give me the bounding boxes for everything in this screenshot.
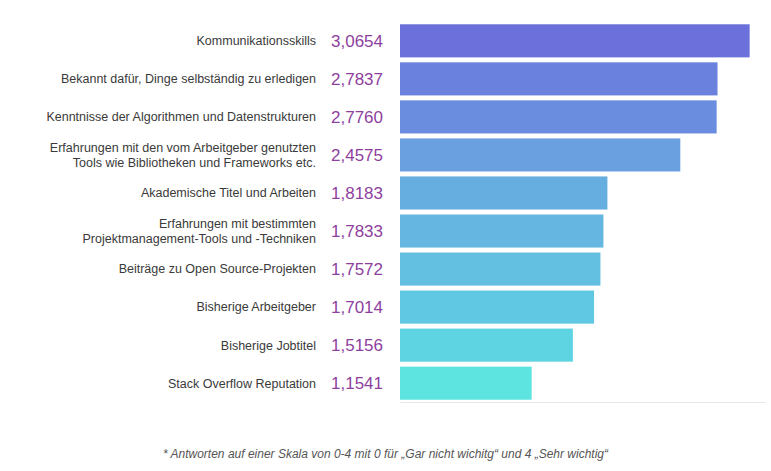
data-label: 1,7833 xyxy=(331,222,383,241)
category-label: Kommunikationsskills xyxy=(197,34,316,48)
category-label: Akademische Titel und Arbeiten xyxy=(141,186,316,200)
bar xyxy=(400,367,532,400)
bars xyxy=(400,24,750,399)
category-label: Erfahrungen mit den vom Arbeitgeber genu… xyxy=(50,141,316,170)
data-label: 1,7572 xyxy=(331,260,383,279)
data-label: 2,4575 xyxy=(331,146,383,165)
data-label: 1,7014 xyxy=(331,298,383,317)
data-label: 1,8183 xyxy=(331,184,383,203)
chart: Kommunikationsskills Bekannt dafür, Dinge… xyxy=(0,0,771,471)
bar xyxy=(400,291,594,324)
category-label: Bisherige Arbeitgeber xyxy=(196,300,316,314)
data-labels: 3,0654 2,7837 2,7760 2,4575 1,8183 1,7833 1,75… xyxy=(331,32,383,393)
data-label: 1,5156 xyxy=(331,336,383,355)
data-label: 2,7760 xyxy=(331,108,383,127)
x-axis xyxy=(401,402,766,403)
category-labels: Kommunikationsskills Bekannt dafür, Dinge… xyxy=(46,34,316,390)
footnote: * Antworten auf einer Skala von 0-4 mit … xyxy=(163,447,609,461)
data-label: 1,1541 xyxy=(331,374,383,393)
category-label: Stack Overflow Reputation xyxy=(168,377,316,391)
bar xyxy=(400,62,718,95)
bar xyxy=(400,214,603,247)
category-label: Kenntnisse der Algorithmen und Datenstru… xyxy=(46,110,316,124)
axis-line xyxy=(401,402,766,403)
bar xyxy=(400,24,750,57)
category-label: Bisherige Jobtitel xyxy=(221,339,316,353)
data-label: 3,0654 xyxy=(331,32,383,51)
category-label: Bekannt dafür, Dinge selbständig zu erle… xyxy=(61,72,316,86)
bar xyxy=(400,100,717,133)
category-label: Erfahrungen mit bestimmtenProjektmanagem… xyxy=(83,217,317,246)
category-label: Beiträge zu Open Source-Projekten xyxy=(119,262,316,276)
bar xyxy=(400,138,680,171)
bar xyxy=(400,329,573,362)
bar xyxy=(400,253,600,286)
data-label: 2,7837 xyxy=(331,70,383,89)
bar xyxy=(400,176,607,209)
